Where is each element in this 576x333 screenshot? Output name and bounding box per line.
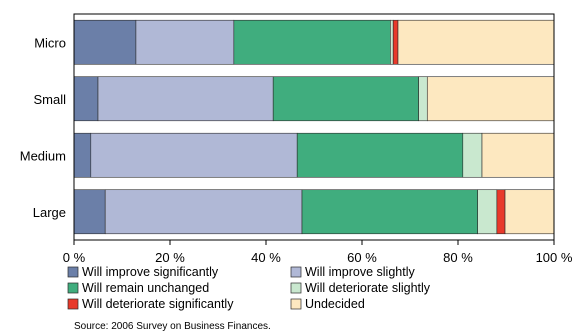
bar-small-will-deteriorate-slightly xyxy=(418,76,428,122)
category-label-micro: Micro xyxy=(34,35,66,50)
bar-medium-will-remain-unchanged xyxy=(296,132,464,178)
bar-small-undecided xyxy=(426,76,555,122)
category-label-medium: Medium xyxy=(20,148,66,163)
bar-micro-will-improve-significantly xyxy=(73,19,137,65)
bar-micro-undecided xyxy=(397,19,555,65)
bar-micro-will-improve-slightly xyxy=(135,19,235,65)
legend-label-undecided: Undecided xyxy=(305,297,365,311)
bar-micro-will-deteriorate-slightly xyxy=(390,19,394,65)
bar-large-will-improve-significantly xyxy=(73,189,106,235)
legend-swatch-will-deteriorate-slightly xyxy=(290,282,302,294)
x-tick-label: 0 % xyxy=(63,250,86,265)
legend-label-will-improve-significantly: Will improve significantly xyxy=(82,265,219,279)
x-tick-label: 40 % xyxy=(251,250,281,265)
bar-micro-will-remain-unchanged xyxy=(233,19,391,65)
category-label-small: Small xyxy=(33,92,66,107)
legend-swatch-will-improve-slightly xyxy=(290,266,302,278)
legend: Will improve significantly Will improve s… xyxy=(67,265,431,311)
bar-large-will-remain-unchanged xyxy=(301,189,478,235)
legend-label-will-remain-unchanged: Will remain unchanged xyxy=(82,281,209,295)
legend-label-will-deteriorate-significantly: Will deteriorate significantly xyxy=(82,297,234,311)
legend-swatch-will-deteriorate-significantly xyxy=(67,298,79,310)
bar-area xyxy=(73,19,555,235)
bar-medium-undecided xyxy=(481,132,555,178)
x-tick-label: 100 % xyxy=(536,250,573,265)
bar-large-will-improve-slightly xyxy=(104,189,303,235)
plot-frame xyxy=(73,13,555,241)
bar-large-will-deteriorate-slightly xyxy=(477,189,498,235)
legend-label-will-deteriorate-slightly: Will deteriorate slightly xyxy=(305,281,431,295)
legend-swatch-will-remain-unchanged xyxy=(67,282,79,294)
bar-medium-will-improve-significantly xyxy=(73,132,92,178)
bar-small-will-remain-unchanged xyxy=(272,76,419,122)
bar-micro-will-deteriorate-significantly xyxy=(392,19,399,65)
bar-medium-will-improve-slightly xyxy=(90,132,298,178)
source-note: Source: 2006 Survey on Business Finances… xyxy=(74,321,271,332)
legend-swatch-undecided xyxy=(290,298,302,310)
bar-small-will-improve-significantly xyxy=(73,76,99,122)
x-tick-label: 80 % xyxy=(443,250,473,265)
bar-medium-will-deteriorate-slightly xyxy=(462,132,483,178)
bar-large-undecided xyxy=(504,189,555,235)
legend-label-will-improve-slightly: Will improve slightly xyxy=(305,265,415,279)
x-axis-ticks: 0 % 20 % 40 % 60 % 80 % 100 % xyxy=(63,240,573,265)
x-tick-label: 20 % xyxy=(155,250,185,265)
category-labels: Micro Small Medium Large xyxy=(20,35,66,220)
category-label-large: Large xyxy=(33,205,66,220)
bar-large-will-deteriorate-significantly xyxy=(496,189,506,235)
x-tick-label: 60 % xyxy=(347,250,377,265)
legend-swatch-will-improve-significantly xyxy=(67,266,79,278)
bar-small-will-improve-slightly xyxy=(97,76,274,122)
